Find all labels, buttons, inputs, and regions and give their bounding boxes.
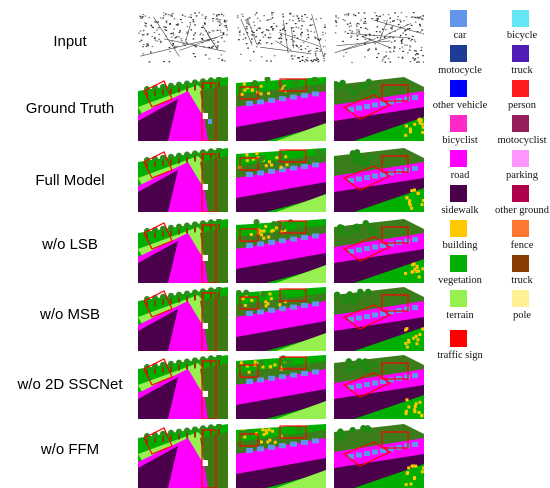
legend-label: person bbox=[487, 100, 550, 111]
scene-completion-image bbox=[138, 77, 228, 141]
scene-completion-image bbox=[236, 287, 326, 351]
legend-swatch bbox=[450, 115, 467, 132]
legend-label: bicycle bbox=[487, 30, 550, 41]
legend-label: bicyclist bbox=[425, 135, 495, 146]
scene-completion-image bbox=[236, 355, 326, 419]
scene-completion-image bbox=[138, 287, 228, 351]
scene-completion-image bbox=[138, 219, 228, 283]
legend-swatch bbox=[512, 150, 529, 167]
row-label-wo-2d-sscnet: w/o 2D SSCNet bbox=[0, 376, 140, 393]
legend-swatch bbox=[450, 10, 467, 27]
scene-completion-image bbox=[236, 424, 326, 488]
legend-swatch bbox=[450, 290, 467, 307]
scene-completion-image bbox=[138, 355, 228, 419]
row-label-full-model: Full Model bbox=[0, 172, 140, 189]
legend-swatch bbox=[512, 255, 529, 272]
legend-swatch bbox=[450, 220, 467, 237]
legend-swatch bbox=[450, 185, 467, 202]
legend-swatch bbox=[450, 150, 467, 167]
legend-label: traffic sign bbox=[425, 350, 495, 361]
scene-completion-image bbox=[138, 424, 228, 488]
legend-label: road bbox=[425, 170, 495, 181]
scene-completion-image bbox=[138, 148, 228, 212]
legend-label: motocyclist bbox=[487, 135, 550, 146]
legend-label: motocycle bbox=[425, 65, 495, 76]
legend-swatch bbox=[512, 10, 529, 27]
legend-swatch bbox=[450, 255, 467, 272]
legend-label: other ground bbox=[487, 205, 550, 216]
legend-label: parking bbox=[487, 170, 550, 181]
legend-label: vegetation bbox=[425, 275, 495, 286]
legend-swatch bbox=[512, 45, 529, 62]
scene-completion-image bbox=[236, 219, 326, 283]
legend-label: terrain bbox=[425, 310, 495, 321]
legend-swatch bbox=[512, 80, 529, 97]
legend-label: truck bbox=[487, 65, 550, 76]
scene-completion-image bbox=[236, 148, 326, 212]
legend-swatch bbox=[450, 80, 467, 97]
legend-label: fence bbox=[487, 240, 550, 251]
scene-completion-image bbox=[334, 77, 424, 141]
legend-label: truck bbox=[487, 275, 550, 286]
legend-swatch bbox=[512, 185, 529, 202]
legend-label: pole bbox=[487, 310, 550, 321]
input-scan-image bbox=[334, 8, 424, 72]
scene-completion-image bbox=[334, 219, 424, 283]
legend-label: other vehicle bbox=[425, 100, 495, 111]
scene-completion-image bbox=[334, 287, 424, 351]
scene-completion-image bbox=[334, 355, 424, 419]
scene-completion-image bbox=[236, 77, 326, 141]
legend-swatch bbox=[512, 220, 529, 237]
row-label-wo-msb: w/o MSB bbox=[0, 306, 140, 323]
legend-swatch bbox=[512, 115, 529, 132]
scene-completion-image bbox=[334, 148, 424, 212]
legend-swatch bbox=[450, 330, 467, 347]
row-label-ground-truth: Ground Truth bbox=[0, 100, 140, 117]
legend-label: building bbox=[425, 240, 495, 251]
row-label-wo-lsb: w/o LSB bbox=[0, 236, 140, 253]
scene-completion-image bbox=[334, 424, 424, 488]
legend-label: sidewalk bbox=[425, 205, 495, 216]
legend-swatch bbox=[450, 45, 467, 62]
input-scan-image bbox=[236, 8, 326, 72]
legend-swatch bbox=[512, 290, 529, 307]
row-label-input: Input bbox=[0, 33, 140, 50]
row-label-wo-ffm: w/o FFM bbox=[0, 441, 140, 458]
input-scan-image bbox=[138, 8, 228, 72]
legend-label: car bbox=[425, 30, 495, 41]
